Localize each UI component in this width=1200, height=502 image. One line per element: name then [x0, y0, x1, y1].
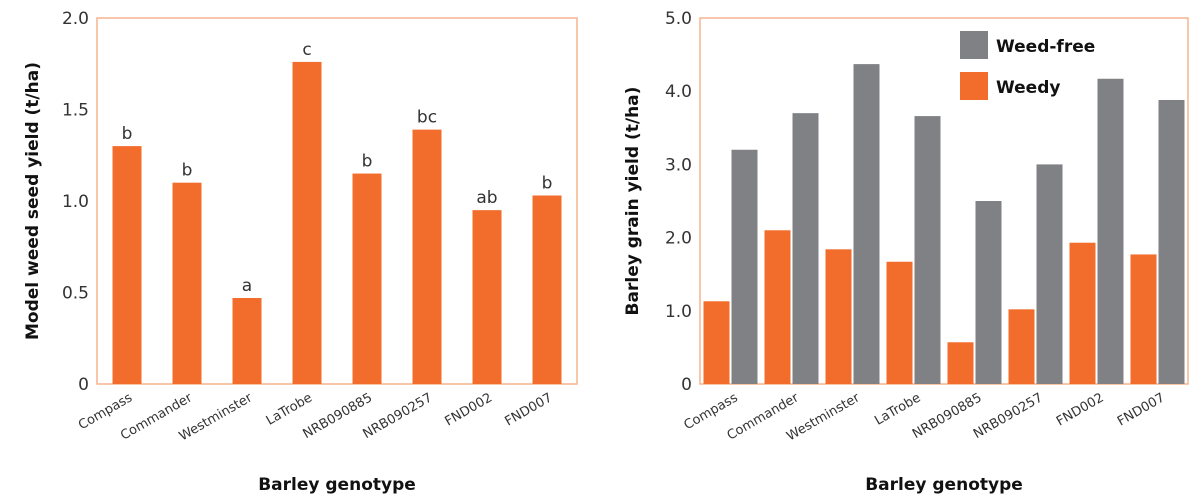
bar-weedy [764, 230, 791, 384]
x-tick-label: FND002 [1054, 390, 1107, 429]
bar [412, 129, 442, 384]
x-tick-label: LaTrobe [872, 390, 923, 428]
plot-frame [96, 17, 578, 385]
legend-swatch-weedy [960, 72, 988, 100]
bar-weed-free [792, 113, 819, 384]
y-tick-label: 3.0 [665, 155, 692, 175]
y-tick-label: 0 [681, 375, 692, 395]
bar [172, 182, 202, 384]
significance-label: bc [417, 108, 437, 128]
significance-label: c [302, 40, 311, 60]
x-tick-label: FND007 [1115, 390, 1168, 429]
y-tick-label: 1.5 [62, 101, 89, 121]
y-tick-label: 4.0 [665, 82, 692, 102]
bar [532, 195, 562, 384]
bar [352, 173, 382, 384]
x-axis-title: Barley genotype [258, 475, 416, 495]
y-tick-label: 1.0 [62, 192, 89, 212]
plot-frame [699, 17, 1189, 385]
grain-yield-chart: 01.02.03.04.05.0 CompassCommanderWestmin… [623, 9, 1189, 495]
bar [112, 146, 142, 384]
bar [232, 297, 262, 384]
legend-label-weedy: Weedy [996, 78, 1060, 98]
bar [472, 210, 502, 384]
bar-weedy [947, 342, 974, 384]
bar-weed-free [914, 116, 941, 384]
bar-weed-free [1036, 164, 1063, 384]
y-tick-label: 1.0 [665, 302, 692, 322]
bar-weed-free [975, 201, 1002, 384]
x-axis-title: Barley genotype [865, 475, 1023, 495]
significance-label: ab [476, 188, 497, 208]
bar [292, 61, 322, 385]
bar-weedy [1069, 242, 1096, 384]
bar-weedy [1130, 254, 1157, 384]
legend-label-weed-free: Weed-free [996, 37, 1095, 57]
y-tick-label: 2.0 [62, 9, 89, 29]
x-tick-label: NRB090257 [971, 390, 1045, 442]
y-tick-label: 0 [78, 375, 89, 395]
y-tick-label: 5.0 [665, 9, 692, 29]
bar-weed-free [731, 149, 758, 384]
y-axis-title: Barley grain yield (t/ha) [623, 87, 643, 316]
bar-weedy [886, 261, 913, 384]
y-tick-label: 2.0 [665, 229, 692, 249]
x-tick-label: FND002 [442, 390, 495, 429]
y-axis-title: Model weed seed yield (t/ha) [23, 62, 43, 340]
bar-weed-free [1097, 78, 1124, 385]
significance-label: a [242, 276, 252, 296]
significance-label: b [542, 174, 553, 194]
x-tick-label: FND007 [502, 390, 555, 429]
bar-weed-free [1158, 99, 1185, 384]
y-tick-label: 0.5 [62, 284, 89, 304]
legend-swatch-weed-free [960, 31, 988, 59]
bar-weed-free [853, 64, 880, 384]
significance-label: b [122, 124, 133, 144]
x-tick-label: LaTrobe [264, 390, 315, 428]
bar-weedy [825, 249, 852, 384]
bar-weedy [703, 301, 730, 384]
significance-label: b [362, 152, 373, 172]
bar-weedy [1008, 309, 1035, 384]
legend: Weed-free Weedy [960, 31, 1095, 100]
significance-label: b [182, 161, 193, 181]
